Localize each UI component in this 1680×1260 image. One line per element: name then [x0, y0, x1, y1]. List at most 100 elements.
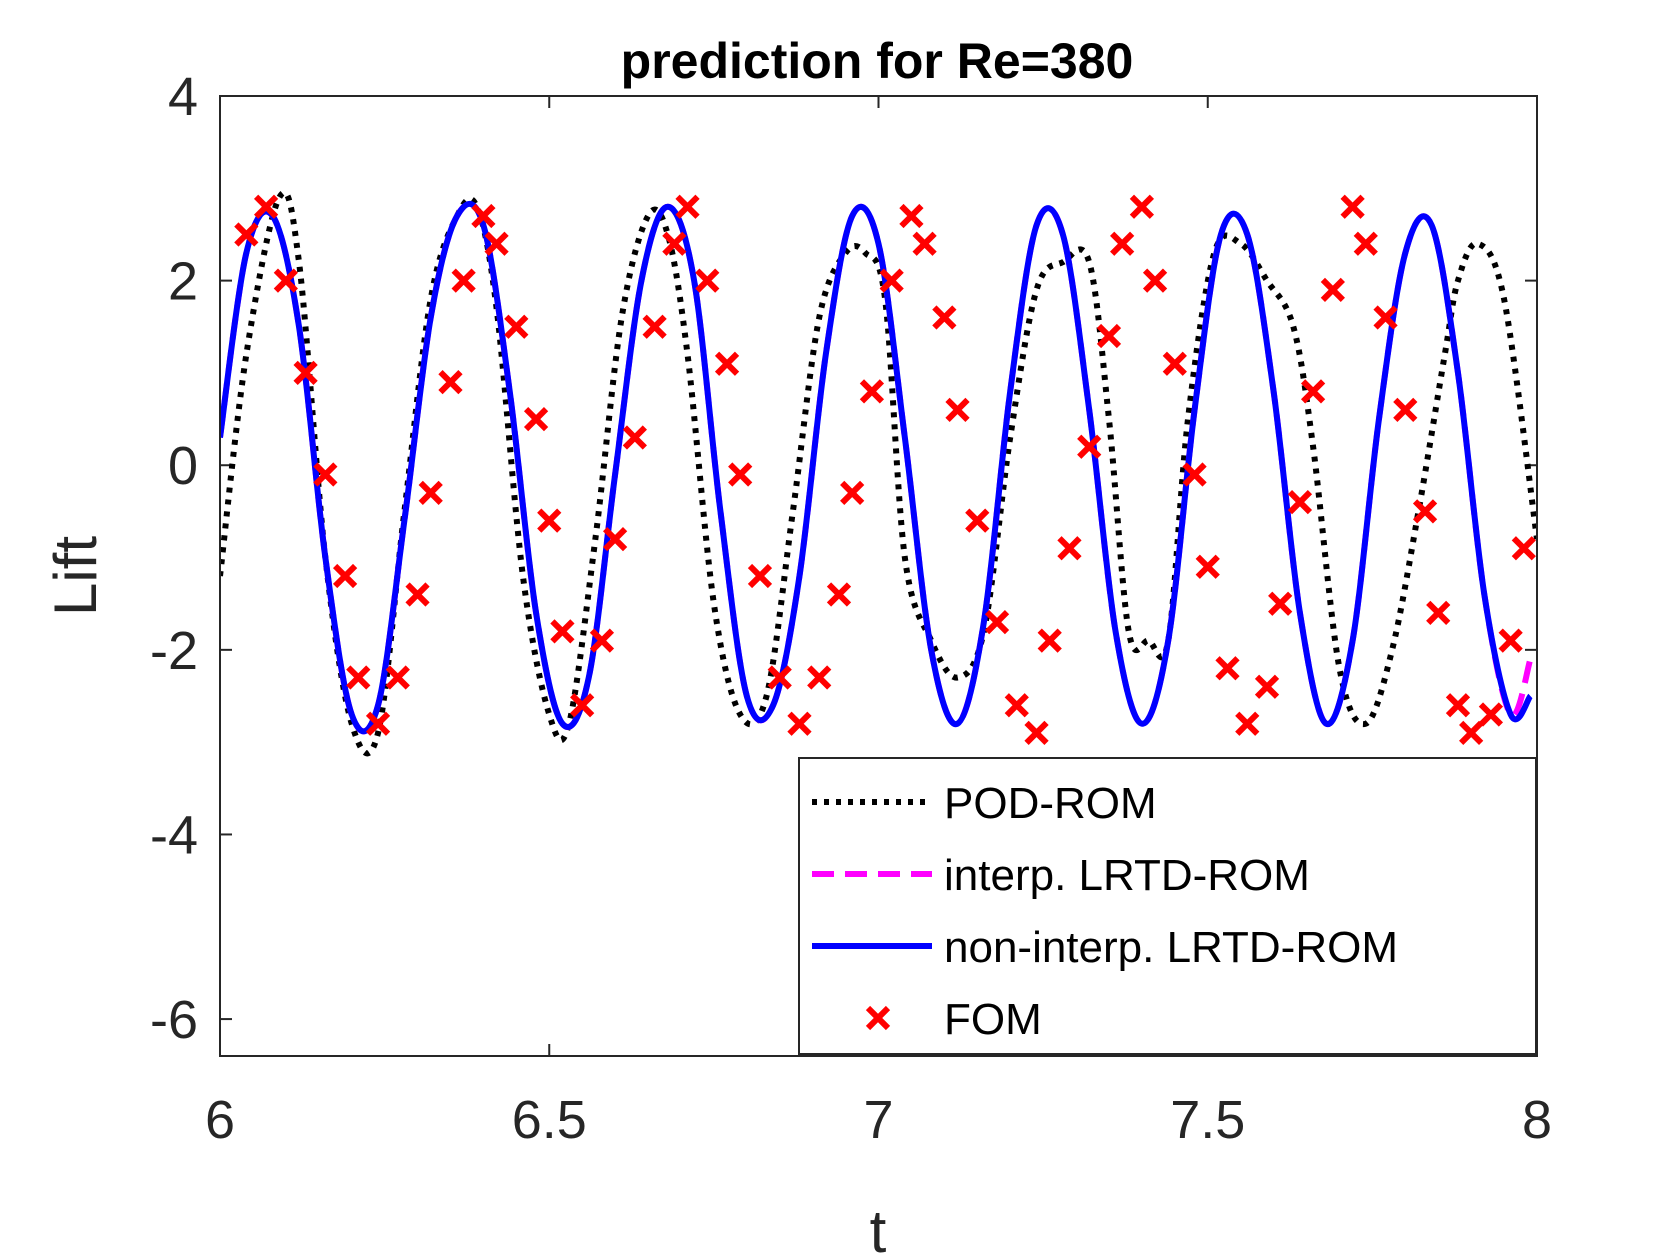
fom-point [1142, 268, 1168, 293]
fom-legend-label: FOM [944, 995, 1042, 1044]
fom-point [484, 231, 509, 256]
fom-point [642, 314, 667, 339]
fom-point [965, 508, 990, 533]
fom-point [1129, 194, 1155, 219]
fom-point [1254, 674, 1280, 699]
fom-point [1195, 554, 1220, 579]
fom-point [932, 305, 957, 330]
y-tick-label: -2 [150, 621, 198, 681]
fom-point [1004, 693, 1029, 718]
fom-point [1268, 591, 1293, 616]
fom-point [1300, 379, 1326, 404]
y-axis-title: Lift [42, 536, 109, 616]
fom-point [273, 268, 298, 293]
x-tick-label: 8 [1522, 1090, 1552, 1150]
fom-point [728, 462, 753, 487]
fom-point [253, 194, 279, 219]
fom-point [346, 665, 371, 690]
fom-point [1235, 711, 1260, 736]
x-tick-label: 7 [863, 1090, 893, 1150]
y-tick-label: -4 [150, 805, 198, 865]
pod-rom-legend-label: POD-ROM [944, 779, 1157, 828]
fom-point [405, 582, 430, 607]
fom-markers [234, 194, 1536, 746]
fom-point [1077, 434, 1102, 459]
fom-point [1110, 231, 1135, 256]
fom-point [451, 268, 476, 293]
fom-point [234, 222, 259, 247]
fom-point [1445, 693, 1471, 718]
fom-point [695, 268, 720, 293]
fom-point [984, 610, 1010, 635]
fom-point [1215, 656, 1240, 681]
fom-point [1340, 194, 1365, 219]
fom-point [899, 203, 924, 229]
fom-point [662, 231, 687, 256]
data-series [220, 189, 1537, 757]
fom-point [622, 425, 647, 450]
x-axis-title: t [870, 1198, 887, 1260]
fom-point [787, 711, 812, 736]
x-tick-label: 6.5 [512, 1090, 587, 1150]
fom-point [675, 194, 700, 219]
fom-point [1393, 397, 1418, 422]
fom-point [859, 379, 885, 404]
fom-point [747, 563, 773, 589]
fom-point [602, 526, 628, 552]
fom-point [313, 462, 338, 487]
fom-point [504, 314, 529, 339]
fom-point [767, 665, 792, 690]
fom-point [1373, 305, 1398, 330]
fom-point [1353, 231, 1378, 256]
fom-point [1096, 323, 1122, 349]
fom-point [1287, 490, 1313, 515]
fom-point [471, 203, 496, 229]
y-tick-label: -6 [150, 990, 198, 1050]
legend: POD-ROM interp. LRTD-ROM non-interp. LRTD-… [798, 757, 1537, 1055]
plot-frame [219, 95, 1538, 1057]
y-tick-labels: 4 2 0 -2 -4 -6 [150, 67, 198, 1050]
y-tick-label: 0 [168, 436, 198, 496]
fom-point [1320, 277, 1345, 302]
fom-point [879, 268, 904, 293]
fom-point [1057, 536, 1082, 561]
fom-point [1426, 600, 1451, 626]
fom-point [1412, 499, 1438, 524]
fom-point [589, 628, 615, 653]
fom-point [1478, 702, 1504, 727]
y-tick-label: 2 [168, 252, 198, 312]
pod-rom-line [220, 189, 1537, 757]
fom-legend-swatch [865, 1005, 891, 1031]
fom-point [418, 480, 443, 506]
fom-point [293, 360, 318, 386]
fom-point [365, 711, 391, 736]
fom-point [826, 582, 852, 607]
fom-point [1511, 536, 1536, 561]
fom-point [1162, 351, 1187, 376]
fom-point [714, 351, 740, 376]
fom-point [945, 397, 970, 422]
fom-point [523, 406, 549, 432]
fom-point [550, 619, 575, 644]
fom-point [840, 480, 865, 506]
fom-point [1459, 720, 1484, 746]
fom-point [385, 665, 410, 690]
chart-title: prediction for Re=380 [621, 33, 1134, 89]
fom-point [1037, 628, 1062, 653]
y-tick-label: 4 [168, 67, 198, 127]
fom-point [332, 563, 358, 589]
non-interp-lrtd-rom-line [220, 200, 1533, 735]
fom-point [537, 508, 562, 533]
fom-point [1498, 628, 1523, 653]
legend-box [798, 757, 1537, 1055]
fom-point [1024, 720, 1049, 746]
non-interp-lrtd-rom-legend-label: non-interp. LRTD-ROM [944, 923, 1398, 972]
x-tick-label: 6 [205, 1090, 235, 1150]
fom-point [1182, 462, 1207, 487]
fom-point [807, 665, 832, 690]
fom-point [912, 231, 937, 256]
fom-point [570, 693, 595, 718]
fom-point [438, 370, 463, 395]
x-tick-labels: 6 6.5 7 7.5 8 [205, 1090, 1552, 1150]
